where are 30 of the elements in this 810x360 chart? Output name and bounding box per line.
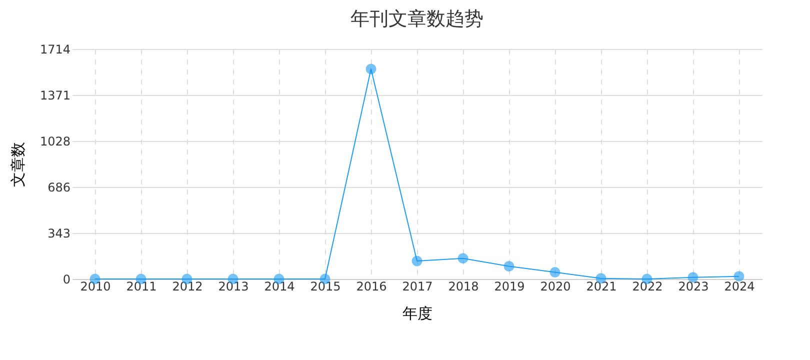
x-tick-label: 2022 xyxy=(632,280,663,294)
x-tick-label: 2021 xyxy=(586,280,617,294)
y-tick-label: 343 xyxy=(48,226,70,240)
x-tick-label: 2012 xyxy=(172,280,203,294)
x-tick-label: 2011 xyxy=(126,280,157,294)
x-tick-label: 2016 xyxy=(356,280,387,294)
x-tick-label: 2020 xyxy=(540,280,571,294)
y-tick-label: 1371 xyxy=(40,88,70,103)
x-tick-label: 2024 xyxy=(724,280,755,294)
point xyxy=(550,267,560,278)
y-tick-label: 1714 xyxy=(40,42,70,56)
x-tick-label: 2015 xyxy=(310,280,341,294)
x-tick-label: 2014 xyxy=(264,280,295,294)
x-tick-label: 2017 xyxy=(402,280,433,294)
point xyxy=(504,261,514,272)
point xyxy=(412,256,422,266)
x-axis-title: 年度 xyxy=(402,304,432,322)
point xyxy=(734,271,744,282)
y-tick-label: 1028 xyxy=(40,134,70,149)
y-tick-label: 686 xyxy=(48,180,70,194)
x-tick-label: 2013 xyxy=(218,280,249,294)
x-tick-label: 2019 xyxy=(494,280,525,294)
chart-title: 年刊文章数趋势 xyxy=(350,8,484,30)
point xyxy=(366,64,376,74)
y-tick-label: 0 xyxy=(62,272,70,286)
x-tick-label: 2018 xyxy=(448,280,479,294)
x-tick-label: 2010 xyxy=(80,280,111,294)
point xyxy=(458,253,468,264)
y-axis-title: 文章数 xyxy=(8,142,27,187)
x-tick-label: 2023 xyxy=(678,280,709,294)
